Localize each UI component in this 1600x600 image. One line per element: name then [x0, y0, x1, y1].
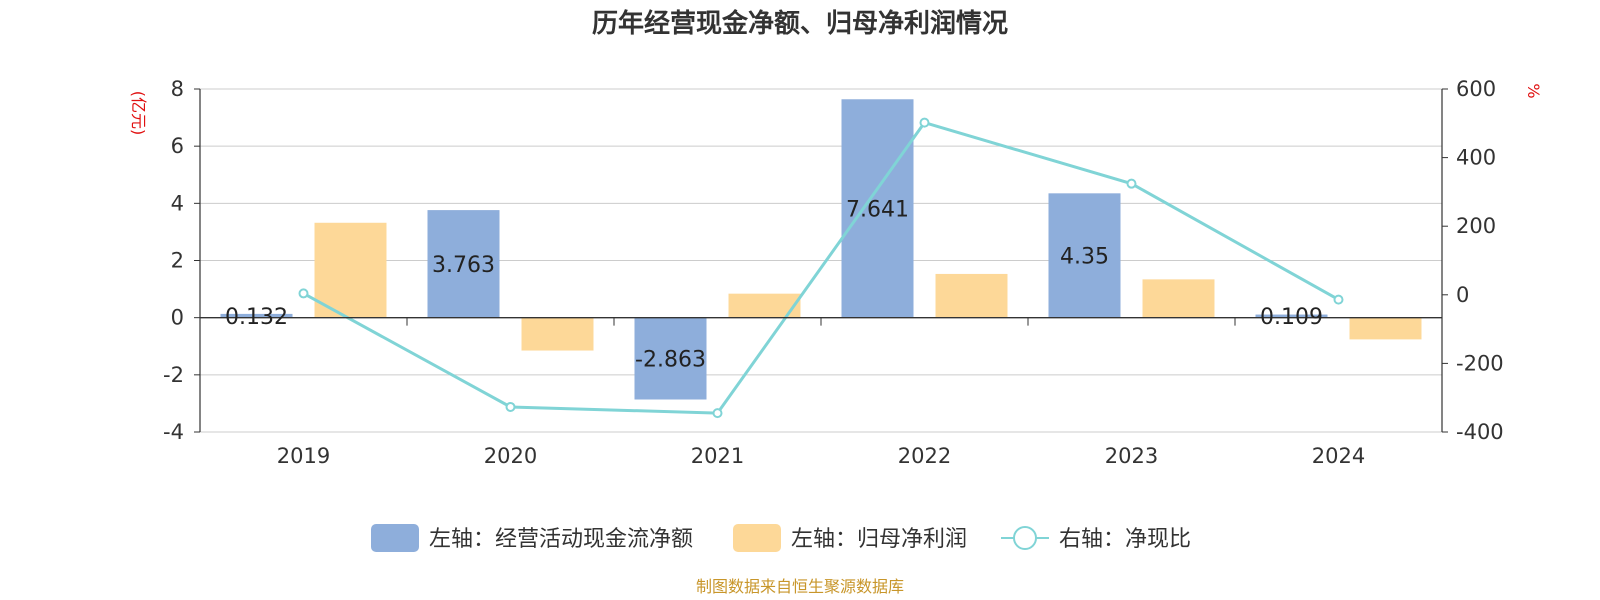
bar — [841, 99, 914, 318]
x-axis-tick-label: 2023 — [1105, 444, 1158, 468]
right-axis-tick-label: 400 — [1456, 146, 1496, 170]
bar — [1142, 279, 1215, 318]
left-axis-tick-label: 8 — [171, 77, 184, 101]
line-point — [298, 288, 309, 299]
series-line — [302, 120, 1340, 415]
bar — [1349, 317, 1422, 340]
bar — [314, 222, 387, 318]
legend-label: 左轴：归母净利润 — [791, 527, 967, 552]
bar-data-label: 7.641 — [846, 197, 909, 222]
left-axis-tick-label: 4 — [171, 191, 184, 215]
line-point — [712, 408, 723, 419]
bar — [220, 313, 293, 318]
right-axis-tick-label: 600 — [1456, 77, 1496, 101]
legend-label: 左轴：经营活动现金流净额 — [429, 527, 693, 552]
left-axis-tick-label: 0 — [171, 306, 184, 330]
right-axis-unit: % — [1524, 83, 1543, 98]
bar-data-label: 3.763 — [432, 253, 495, 278]
legend-marker — [1013, 526, 1037, 550]
legend-swatch — [371, 524, 419, 552]
right-axis-tick-label: -200 — [1456, 351, 1504, 375]
x-axis-tick-label: 2022 — [898, 444, 951, 468]
bar-data-label: 0.109 — [1260, 305, 1323, 330]
left-axis-unit: (亿元) — [129, 91, 148, 136]
bar — [521, 317, 594, 351]
line-point — [919, 117, 930, 128]
line-point — [1333, 294, 1344, 305]
bar — [935, 273, 1008, 318]
line-point — [1126, 178, 1137, 189]
left-axis-tick-label: -2 — [163, 363, 184, 387]
bar — [1048, 193, 1121, 318]
source-note: 制图数据来自恒生聚源数据库 — [696, 577, 904, 596]
right-axis-tick-label: 0 — [1456, 283, 1469, 307]
x-axis-tick-label: 2019 — [277, 444, 330, 468]
bar-data-label: 4.35 — [1060, 244, 1109, 269]
bar-data-label: 0.132 — [225, 305, 288, 330]
left-axis-tick-label: 2 — [171, 249, 184, 273]
legend-swatch — [733, 524, 781, 552]
x-axis-tick-label: 2020 — [484, 444, 537, 468]
right-axis-tick-label: -400 — [1456, 420, 1504, 444]
left-axis-tick-label: -4 — [163, 420, 184, 444]
bar — [427, 210, 500, 318]
left-axis-tick-label: 6 — [171, 134, 184, 158]
x-axis-tick-label: 2024 — [1312, 444, 1365, 468]
bar-data-label: -2.863 — [635, 348, 706, 373]
bar — [1255, 314, 1328, 318]
legend-label: 右轴：净现比 — [1059, 527, 1191, 552]
bar — [634, 317, 707, 400]
chart-title: 历年经营现金净额、归母净利润情况 — [592, 8, 1008, 39]
line-point — [505, 401, 516, 412]
right-axis-tick-label: 200 — [1456, 214, 1496, 238]
x-axis-tick-label: 2021 — [691, 444, 744, 468]
